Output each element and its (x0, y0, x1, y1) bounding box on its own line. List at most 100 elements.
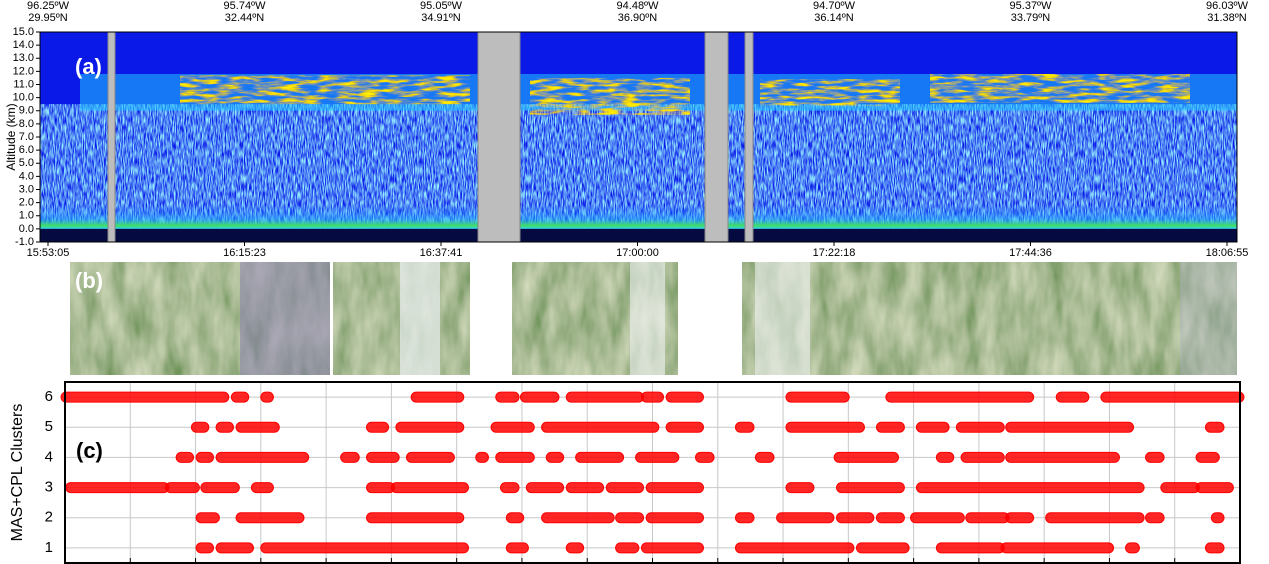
cluster-segment (735, 543, 853, 553)
cluster-segment (367, 513, 464, 523)
panel-label: (b) (75, 268, 103, 293)
cluster-segment (542, 422, 659, 432)
curtain-cloud (180, 75, 470, 104)
cluster-segment (216, 452, 309, 462)
cluster-segment (367, 483, 395, 493)
cluster-segment (666, 392, 703, 402)
cluster-segment (641, 392, 663, 402)
cluster-segment (1196, 452, 1219, 462)
cluster-segment (191, 422, 208, 432)
y-tick-label: 7.0 (19, 131, 34, 143)
y-axis-label: MAS+CPL Clusters (9, 404, 26, 542)
y-tick-label: 1 (45, 539, 53, 556)
cluster-segment (1146, 513, 1165, 523)
y-tick-label: 2.0 (19, 197, 34, 209)
top-label: 36.14ºN (814, 12, 854, 24)
top-label: 95.05ºW (420, 0, 463, 12)
cluster-segment (936, 543, 1004, 553)
x-tick-label: 18:06:55 (1206, 247, 1249, 259)
curtain-cloud (530, 78, 690, 115)
panel-b: (b) (70, 262, 1237, 375)
cluster-segment (834, 452, 898, 462)
cluster-segment (1126, 543, 1140, 553)
x-tick-label: 15:53:05 (27, 247, 70, 259)
cluster-segment (231, 392, 248, 402)
cluster-segment (566, 392, 643, 402)
y-tick-label: 3.0 (19, 183, 34, 195)
cluster-segment (236, 513, 304, 523)
top-label: 36.90ºN (618, 12, 658, 24)
top-label: 34.91ºN (421, 12, 461, 24)
x-tick-label: 17:22:18 (813, 247, 856, 259)
curtain-ground (40, 229, 1237, 242)
cluster-segment (1101, 392, 1244, 402)
cluster-segment (956, 422, 1004, 432)
cluster-segment (261, 543, 469, 553)
y-tick-label: 11.0 (13, 78, 34, 90)
cluster-segment (777, 513, 834, 523)
cluster-segment (66, 483, 169, 493)
top-label: 33.79ºN (1011, 12, 1051, 24)
y-tick-label: 13.0 (13, 52, 34, 64)
top-label: 31.38ºN (1207, 12, 1247, 24)
y-tick-label: 3 (45, 479, 53, 496)
cluster-segment (1056, 392, 1089, 402)
panel-label: (a) (75, 54, 102, 79)
top-label: 95.74ºW (224, 0, 267, 12)
cluster-segment (961, 452, 1004, 462)
cluster-segment (201, 483, 240, 493)
cluster-segment (506, 513, 523, 523)
cluster-segment (176, 452, 193, 462)
curtain-cloud (760, 79, 900, 105)
x-tick-label: 16:37:41 (420, 247, 463, 259)
cluster-segment (616, 513, 644, 523)
cluster-segment (1001, 543, 1114, 553)
x-tick-label: 17:00:00 (616, 247, 659, 259)
cluster-segment (576, 452, 624, 462)
cluster-segment (476, 452, 489, 462)
y-tick-label: 2 (45, 509, 53, 526)
cluster-segment (696, 452, 715, 462)
cluster-segment (1046, 513, 1144, 523)
data-gap (745, 32, 753, 242)
cluster-segment (1146, 452, 1165, 462)
cluster-segment (1205, 422, 1224, 432)
top-label: 96.03ºW (1206, 0, 1249, 12)
cluster-segment (1205, 543, 1224, 553)
top-label: 32.44ºN (225, 12, 265, 24)
cluster-segment (786, 483, 814, 493)
y-tick-label: 10.0 (13, 92, 34, 104)
cluster-segment (786, 392, 849, 402)
top-label: 94.48ºW (617, 0, 660, 12)
top-label: 94.70ºW (813, 0, 856, 12)
y-tick-label: 8.0 (19, 118, 34, 130)
cluster-segment (606, 483, 643, 493)
y-tick-label: 12.0 (13, 65, 34, 77)
y-tick-label: 9.0 (19, 105, 34, 117)
cluster-segment (61, 392, 229, 402)
y-tick-label: 4 (45, 448, 53, 465)
cluster-segment (520, 392, 559, 402)
y-tick-label: 6 (45, 388, 53, 405)
cluster-segment (566, 483, 603, 493)
cluster-segment (196, 543, 213, 553)
cluster-segment (966, 513, 1009, 523)
cluster-segment (1006, 452, 1120, 462)
cluster-segment (496, 392, 519, 402)
cluster-segment (1006, 513, 1034, 523)
y-tick-label: 4.0 (19, 170, 34, 182)
y-tick-label: 0.0 (19, 223, 34, 235)
cluster-segment (916, 422, 949, 432)
panel-a: -1.00.01.02.03.04.05.06.07.08.09.010.011… (4, 0, 1248, 259)
cluster-segment (666, 422, 703, 432)
curtain-cloud (930, 74, 1190, 103)
cluster-segment (1196, 483, 1233, 493)
cluster-segment (216, 543, 253, 553)
cluster-segment (166, 483, 200, 493)
cluster-segment (1161, 483, 1200, 493)
cluster-segment (411, 392, 464, 402)
cluster-segment (616, 543, 639, 553)
cluster-segment (367, 452, 400, 462)
image-strip-cloud (400, 262, 440, 375)
image-strip-cloud (755, 262, 810, 375)
